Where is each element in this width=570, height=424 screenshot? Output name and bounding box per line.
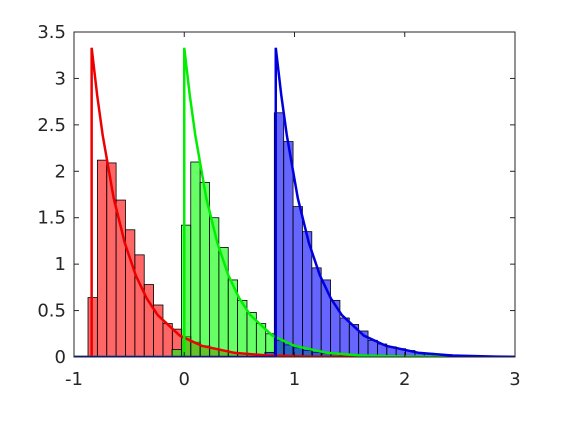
- histogram-bar: [97, 160, 106, 357]
- y-tick-label: 0: [55, 347, 66, 368]
- y-tick-label: 2.5: [37, 115, 66, 136]
- y-tick-label: 3: [55, 68, 66, 89]
- y-tick-label: 3.5: [37, 22, 66, 43]
- x-tick-label: -1: [65, 369, 83, 390]
- histogram-bar: [284, 142, 293, 357]
- y-tick-label: 1.5: [37, 208, 66, 229]
- histogram-bar: [340, 318, 349, 357]
- y-tick-label: 0.5: [37, 301, 66, 322]
- x-tick-label: 2: [399, 369, 410, 390]
- x-tick-label: 3: [509, 369, 520, 390]
- histogram-bar: [135, 255, 144, 357]
- histogram-bar: [191, 162, 200, 357]
- histogram-bar: [293, 207, 302, 357]
- histogram-bar: [312, 268, 321, 357]
- x-tick-label: 1: [289, 369, 300, 390]
- histogram-bar: [321, 280, 330, 357]
- plot-area: [88, 113, 509, 357]
- y-tick-label: 2: [55, 161, 66, 182]
- x-tick-label: 0: [179, 369, 190, 390]
- y-tick-label: 1: [55, 254, 66, 275]
